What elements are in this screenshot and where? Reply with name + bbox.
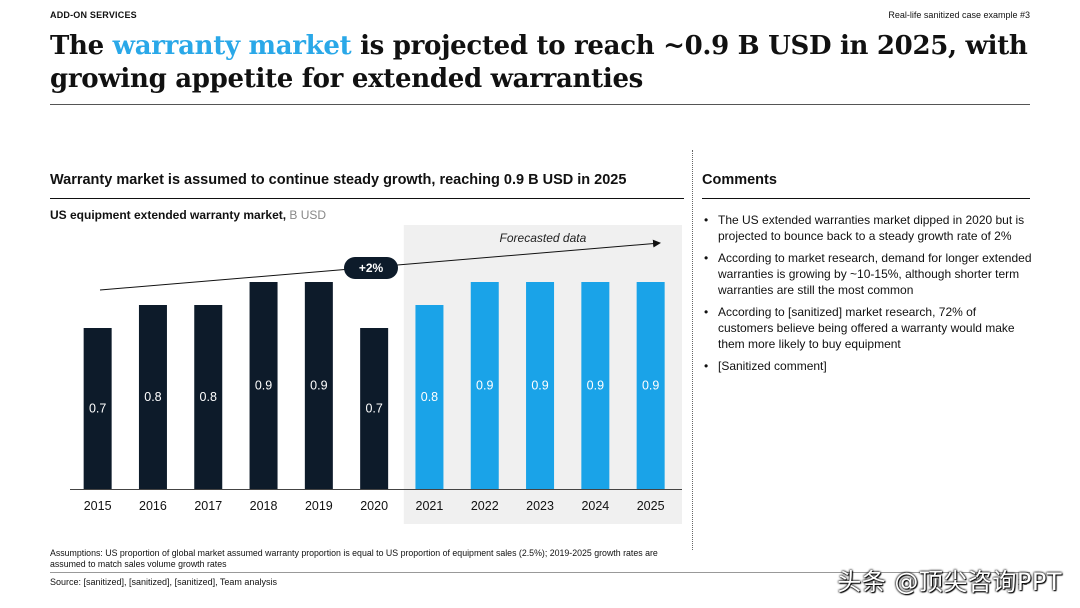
comment-item: [Sanitized comment]: [702, 358, 1032, 374]
bar-value-label: 0.9: [255, 379, 272, 393]
comment-item: The US extended warranties market dipped…: [702, 212, 1032, 244]
bar-value-label: 0.8: [421, 390, 438, 404]
comments-list: The US extended warranties market dipped…: [702, 212, 1032, 380]
bar-value-label: 0.9: [642, 379, 659, 393]
bar-2020: [360, 328, 389, 489]
page-title: The warranty market is projected to reac…: [50, 30, 1040, 96]
bar-value-label: 0.8: [144, 390, 161, 404]
chart-subtitle: US equipment extended warranty market, B…: [50, 208, 326, 222]
x-tick-label: 2020: [360, 499, 388, 513]
bar-2017: [194, 305, 223, 489]
bar-2015: [83, 328, 112, 489]
bar-value-label: 0.7: [89, 402, 106, 416]
x-tick-label: 2024: [581, 499, 609, 513]
bar-value-label: 0.8: [200, 390, 217, 404]
x-tick-label: 2019: [305, 499, 333, 513]
x-tick-label: 2021: [416, 499, 444, 513]
bar-2019: [304, 282, 333, 489]
x-tick-label: 2023: [526, 499, 554, 513]
comment-item: According to [sanitized] market research…: [702, 304, 1032, 352]
title-pre: The: [50, 31, 113, 61]
bar-value-label: 0.9: [587, 379, 604, 393]
assumptions-note: Assumptions: US proportion of global mar…: [50, 548, 658, 569]
x-tick-label: 2016: [139, 499, 167, 513]
bar-2025: [636, 282, 665, 489]
page-number: 20: [1017, 577, 1028, 587]
x-axis-ticks: 2015 2016 2017 2018 2019 2020 2021 2022 2023 2024…: [84, 499, 665, 513]
x-tick-label: 2018: [250, 499, 278, 513]
growth-badge: [344, 257, 398, 279]
chart-heading: Warranty market is assumed to continue s…: [50, 172, 627, 188]
x-tick-label: 2015: [84, 499, 112, 513]
vertical-divider: [692, 150, 693, 550]
bars-group: 0.7 0.8 0.8 0.9 0.9 0.7 0.8 0.9 0.9 0.9 0.9: [83, 282, 665, 489]
watermark-text: 头条 @顶尖咨询PPT: [837, 568, 1062, 596]
title-post: is projected to reach ~0.9 B USD in 2025…: [50, 31, 1028, 94]
chart-heading-rule: [50, 198, 684, 199]
x-tick-label: 2017: [194, 499, 222, 513]
comments-heading-rule: [702, 198, 1030, 199]
bar-2016: [138, 305, 167, 489]
bar-2024: [581, 282, 610, 489]
title-highlight: warranty market: [112, 31, 352, 61]
bar-value-label: 0.9: [310, 379, 327, 393]
source-note: Source: [sanitized], [sanitized], [sanit…: [50, 577, 277, 587]
bar-2023: [526, 282, 555, 489]
title-divider: [50, 104, 1030, 105]
bar-value-label: 0.9: [476, 379, 493, 393]
comment-item: According to market research, demand for…: [702, 250, 1032, 298]
comments-heading: Comments: [702, 172, 777, 188]
chart-unit: B USD: [286, 208, 327, 222]
x-tick-label: 2022: [471, 499, 499, 513]
footer-rule: [50, 572, 1030, 573]
case-example-label: Real-life sanitized case example #3: [888, 10, 1030, 20]
forecast-label: Forecasted data: [500, 231, 587, 245]
chart-subtitle-text: US equipment extended warranty market,: [50, 208, 287, 222]
bar-value-label: 0.9: [531, 379, 548, 393]
x-tick-label: 2025: [637, 499, 665, 513]
bar-2018: [249, 282, 278, 489]
growth-badge-label: +2%: [359, 261, 384, 275]
bar-2022: [470, 282, 499, 489]
bar-value-label: 0.7: [365, 402, 382, 416]
bar-2021: [415, 305, 444, 489]
section-tag: ADD-ON SERVICES: [50, 10, 137, 20]
bar-chart: Forecasted data +2% 0.70.8 0.80.9 0.90.70.…: [70, 225, 682, 524]
